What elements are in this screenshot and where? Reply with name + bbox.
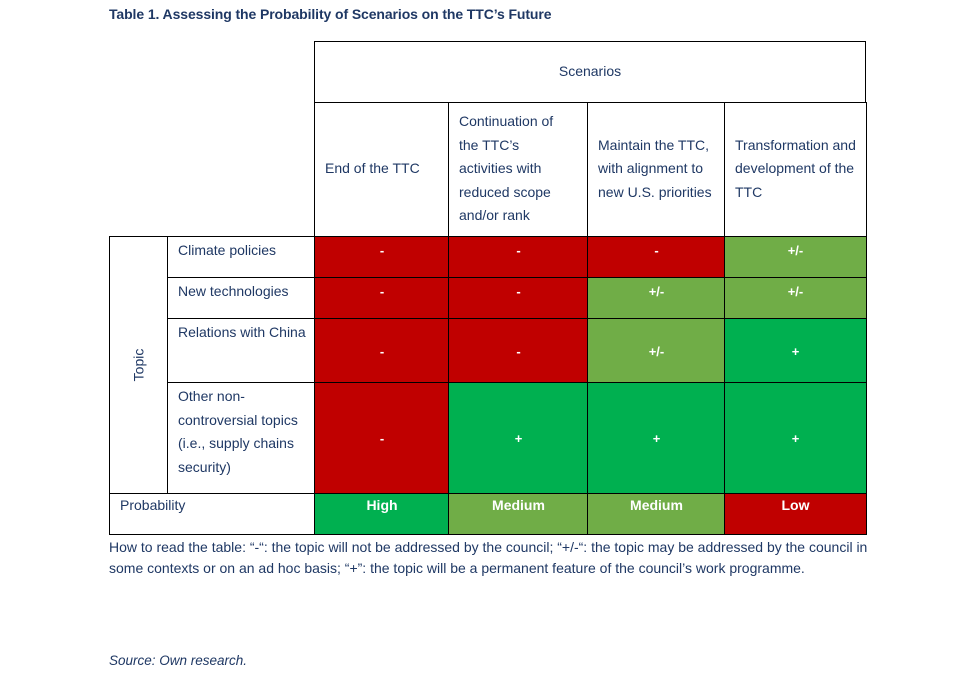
assessment-value: - (379, 243, 385, 258)
topic-label: Topic (130, 348, 146, 381)
source-note: Source: Own research. (109, 653, 248, 668)
assessment-value: - (516, 343, 521, 359)
assessment-value: - (654, 243, 659, 258)
assessment-value: +/- (787, 243, 804, 258)
assessment-value: - (379, 284, 385, 299)
scenario-header-2: Continuation of the TTC’s activities wit… (448, 102, 588, 236)
probability-label-cell: Probability (109, 493, 315, 535)
probability-value: Low (781, 497, 810, 513)
probability-cell: High (314, 493, 449, 535)
topic-row-label-cell: Climate policies (167, 236, 315, 278)
scenario-header-label: Transformation and development of the TT… (735, 136, 856, 200)
topic-group-cell (109, 236, 168, 494)
assessment-cell: +/- (587, 277, 725, 319)
probability-cell: Medium (448, 493, 588, 535)
topic-row-label-cell: Other non-controversial topics (i.e., su… (167, 382, 315, 494)
assessment-value: +/- (648, 284, 665, 299)
assessment-cell: +/- (724, 236, 867, 278)
reading-note: How to read the table: “-“: the topic wi… (109, 539, 868, 576)
probability-value: Medium (630, 497, 683, 513)
assessment-cell: +/- (724, 277, 867, 319)
assessment-cell: - (314, 318, 449, 383)
scenario-header-label: Continuation of the TTC’s activities wit… (459, 113, 554, 224)
topic-row-label: Climate policies (178, 242, 277, 258)
probability-value: High (366, 497, 398, 513)
probability-cell: Medium (587, 493, 725, 535)
scenario-header-label: End of the TTC (325, 160, 420, 177)
assessment-cell: - (314, 277, 449, 319)
topic-row-label: New technologies (178, 283, 289, 299)
assessment-cell: + (448, 382, 588, 494)
probability-value: Medium (492, 497, 545, 513)
assessment-cell: - (314, 236, 449, 278)
assessment-value: + (791, 343, 800, 359)
assessment-value: - (379, 343, 385, 359)
assessment-value: +/- (787, 284, 804, 299)
scenario-header-label: Maintain the TTC, with alignment to new … (598, 136, 712, 200)
topic-row-label: Relations with China (178, 324, 306, 340)
scenarios-label: Scenarios (558, 63, 622, 80)
assessment-cell: + (724, 318, 867, 383)
assessment-value: + (652, 431, 661, 446)
probability-cell: Low (724, 493, 867, 535)
scenario-header-3: Maintain the TTC, with alignment to new … (587, 102, 725, 236)
topic-row-label-cell: New technologies (167, 277, 315, 319)
assessment-cell: - (314, 382, 449, 494)
assessment-value: - (516, 243, 521, 258)
assessment-cell: - (448, 318, 588, 383)
assessment-value: +/- (648, 343, 665, 359)
assessment-cell: + (587, 382, 725, 494)
topic-row-label-cell: Relations with China (167, 318, 315, 383)
assessment-value: - (516, 284, 521, 299)
scenarios-group-header: Scenarios (314, 41, 866, 103)
scenario-header-4: Transformation and development of the TT… (724, 102, 867, 236)
assessment-cell: - (448, 236, 588, 278)
assessment-value: + (791, 431, 800, 446)
assessment-cell: +/- (587, 318, 725, 383)
probability-label: Probability (120, 497, 186, 513)
table-title: Table 1. Assessing the Probability of Sc… (109, 6, 552, 22)
assessment-cell: + (724, 382, 867, 494)
scenario-header-1: End of the TTC (314, 102, 449, 236)
topic-group-header: Topic (109, 236, 167, 493)
assessment-cell: - (587, 236, 725, 278)
assessment-value: - (379, 431, 385, 446)
assessment-cell: - (448, 277, 588, 319)
assessment-value: + (514, 431, 523, 446)
topic-row-label: Other non-controversial topics (i.e., su… (178, 388, 298, 475)
